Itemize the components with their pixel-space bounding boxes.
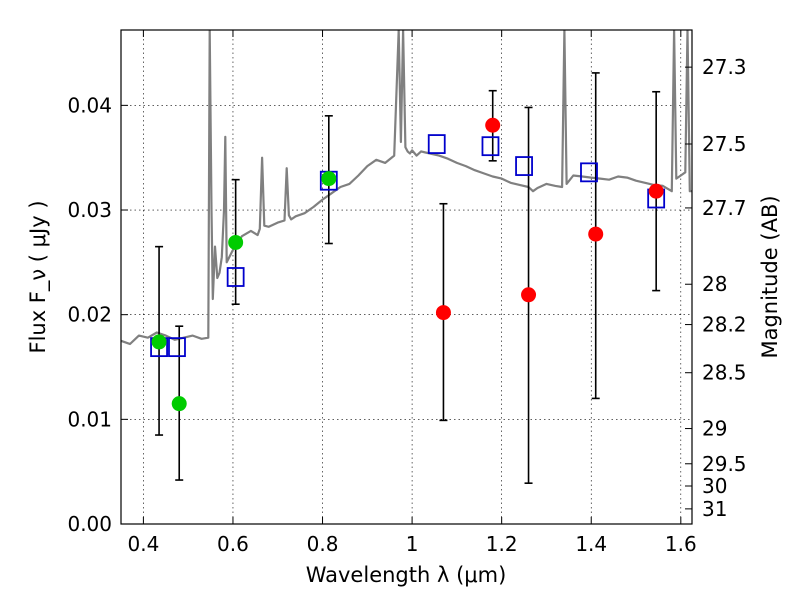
data-point: [588, 226, 604, 242]
mag-tick-label: 30: [702, 474, 727, 498]
y-tick-label: 0.00: [67, 512, 112, 536]
x-tick-label: 0.6: [217, 532, 249, 556]
y-tick-label: 0.03: [67, 198, 112, 222]
data-point: [648, 183, 664, 199]
model-spectrum-line: [121, 30, 692, 346]
x-tick-label: 1: [406, 532, 419, 556]
data-point: [435, 305, 451, 321]
y-axis-title: Flux F_ν ( μJy ): [26, 200, 51, 353]
data-point: [151, 334, 167, 350]
data-point: [228, 234, 244, 250]
x-tick-label: 0.4: [127, 532, 159, 556]
mag-tick-label: 27.5: [702, 132, 747, 156]
model-square-point: [580, 162, 598, 183]
model-square-point: [481, 136, 500, 157]
right-axis-title: Magnitude (AB): [758, 195, 782, 358]
y-tick-label: 0.02: [67, 303, 112, 327]
x-axis-title: Wavelength λ (μm): [306, 563, 507, 587]
error-bars: [155, 72, 661, 484]
data-point: [171, 396, 187, 412]
grid-lines: [121, 30, 692, 524]
axes: 0.4 0.6 0.8 1 1.2 1.4 1.6 0.00 0.01 0.02 0.03 0.04 2…: [67, 30, 747, 556]
mag-tick-label: 29: [702, 417, 727, 441]
data-markers: [150, 117, 666, 412]
data-point: [321, 171, 337, 187]
mag-tick-label: 28.5: [702, 361, 747, 385]
data-point: [521, 287, 537, 303]
x-tick-label: 1.2: [486, 532, 518, 556]
plot-frame: [120, 29, 693, 525]
mag-tick-label: 27.3: [702, 55, 747, 79]
x-tick-label: 1.4: [575, 532, 607, 556]
model-square-point: [515, 156, 533, 176]
model-spectrum-layer: [121, 30, 692, 346]
y-tick-label: 0.01: [67, 407, 112, 431]
mag-tick-label: 28.2: [702, 313, 747, 337]
data-point: [485, 117, 501, 133]
mag-tick-label: 29.5: [702, 452, 747, 476]
y-tick-label: 0.04: [67, 93, 112, 117]
x-tick-label: 1.6: [665, 532, 697, 556]
x-tick-label: 0.8: [307, 532, 339, 556]
mag-tick-label: 28: [702, 272, 727, 296]
model-square-point: [427, 134, 446, 154]
mag-tick-label: 31: [702, 497, 727, 521]
mag-tick-label: 27.7: [702, 196, 747, 220]
model-square-point: [226, 267, 245, 287]
model-square-point: [168, 337, 186, 358]
